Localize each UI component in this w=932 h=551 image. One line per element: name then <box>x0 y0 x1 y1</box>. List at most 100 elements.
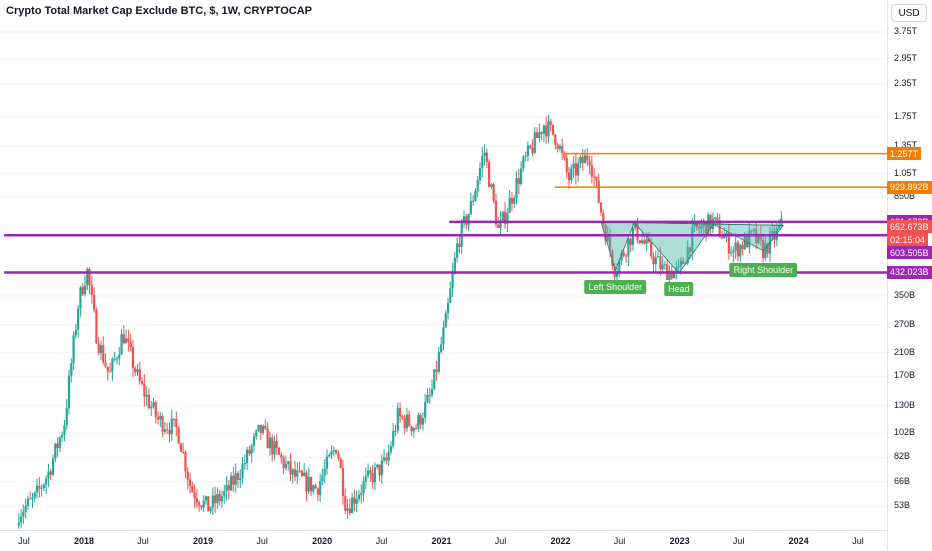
candle-body <box>446 302 450 314</box>
candle-body <box>378 464 381 476</box>
candle-body <box>602 212 605 225</box>
candle-body <box>74 329 77 336</box>
candle-body <box>182 452 185 454</box>
candle-body <box>202 500 205 508</box>
x-tick-label: Jul <box>613 536 626 546</box>
candle-body <box>86 268 89 286</box>
candle-body <box>61 435 64 438</box>
candle-body <box>720 236 724 239</box>
candle-body <box>707 214 710 236</box>
candle-body <box>72 335 75 364</box>
candle-body <box>33 492 36 498</box>
candle-body <box>748 230 751 248</box>
candle-body <box>63 425 66 436</box>
candle-body <box>656 256 660 258</box>
candle-body <box>277 447 281 455</box>
candle-body <box>524 155 527 157</box>
x-tick-label: 2024 <box>788 536 809 546</box>
x-tick-label: 2022 <box>550 536 571 546</box>
candle-body <box>341 468 345 497</box>
candle-body <box>497 224 500 228</box>
candle-body <box>90 285 93 295</box>
candle-body <box>214 495 217 504</box>
candle-body <box>686 247 689 264</box>
candle-body <box>298 470 301 472</box>
candle-body <box>95 309 98 344</box>
candle-body <box>408 414 411 427</box>
candle-body <box>730 252 733 254</box>
candle-body <box>714 217 717 219</box>
candle-body <box>47 471 50 479</box>
candle-body <box>307 476 310 492</box>
candle-body <box>31 497 34 499</box>
y-tick-label: 850B <box>894 191 916 202</box>
candle-body <box>24 505 27 513</box>
candle-body <box>419 415 422 425</box>
candle-body <box>629 238 632 245</box>
candle-body <box>586 155 589 161</box>
candle-body <box>364 475 367 482</box>
candle-body <box>435 369 438 372</box>
candle-body <box>398 408 402 417</box>
candle-body <box>134 368 137 373</box>
price-chart[interactable] <box>0 0 887 530</box>
candle-body <box>88 268 91 286</box>
y-tick-label: 1.75T <box>894 110 918 121</box>
candle-body <box>574 163 577 176</box>
x-tick-label: 2019 <box>193 536 214 546</box>
candle-body <box>688 247 692 253</box>
last-price-badge: 652.673B <box>887 220 932 234</box>
candle-body <box>551 124 555 135</box>
candle-body <box>234 473 237 485</box>
candle-body <box>81 287 84 295</box>
candle-body <box>380 460 383 476</box>
candle-body <box>382 457 386 461</box>
candle-body <box>611 250 614 266</box>
candle-body <box>332 450 335 452</box>
candle-body <box>330 451 333 455</box>
candle-body <box>483 152 486 156</box>
candle-body <box>433 369 436 390</box>
candle-body <box>236 473 240 481</box>
candle-body <box>695 221 698 227</box>
candle-body <box>743 235 746 250</box>
candle-body <box>259 424 262 433</box>
candle-body <box>172 418 176 420</box>
candle-body <box>140 381 144 384</box>
candle-body <box>647 239 651 243</box>
right-shoulder-label: Right Shoulder <box>729 262 798 277</box>
candle-body <box>99 345 103 353</box>
candle-body <box>147 394 151 409</box>
candle-body <box>579 156 582 164</box>
candle-body <box>371 473 374 483</box>
candle-body <box>668 270 671 280</box>
y-tick-label: 102B <box>894 427 916 438</box>
left-shoulder-label: Left Shoulder <box>584 280 647 295</box>
candle-body <box>403 417 406 429</box>
candle-body <box>437 352 440 372</box>
candle-body <box>675 266 678 272</box>
candle-body <box>186 471 189 480</box>
time-axis[interactable]: Jul 2018 Jul 2019 Jul 2020 Jul 2021 Jul 2022 Jul 20… <box>0 530 887 551</box>
candle-body <box>659 256 662 270</box>
candle-body <box>303 472 306 477</box>
candle-body <box>494 200 498 225</box>
candle-body <box>268 437 272 449</box>
candle-body <box>56 443 59 448</box>
level-badge: 1.257T <box>887 147 922 161</box>
candle-body <box>271 437 274 455</box>
candle-body <box>250 445 253 454</box>
candle-body <box>309 476 313 492</box>
candle-body <box>428 395 431 396</box>
x-tick-label: 2021 <box>431 536 452 546</box>
chart-area[interactable]: Crypto Total Market Cap Exclude BTC, $, … <box>0 0 887 530</box>
head-label: Head <box>664 282 694 297</box>
candle-body <box>337 453 340 459</box>
candle-body <box>572 163 575 169</box>
candle-body <box>138 369 141 382</box>
candle-body <box>764 243 767 259</box>
currency-button[interactable]: USD <box>891 4 927 22</box>
candle-body <box>752 229 756 231</box>
head-shape <box>633 222 715 274</box>
candle-body <box>597 180 600 203</box>
